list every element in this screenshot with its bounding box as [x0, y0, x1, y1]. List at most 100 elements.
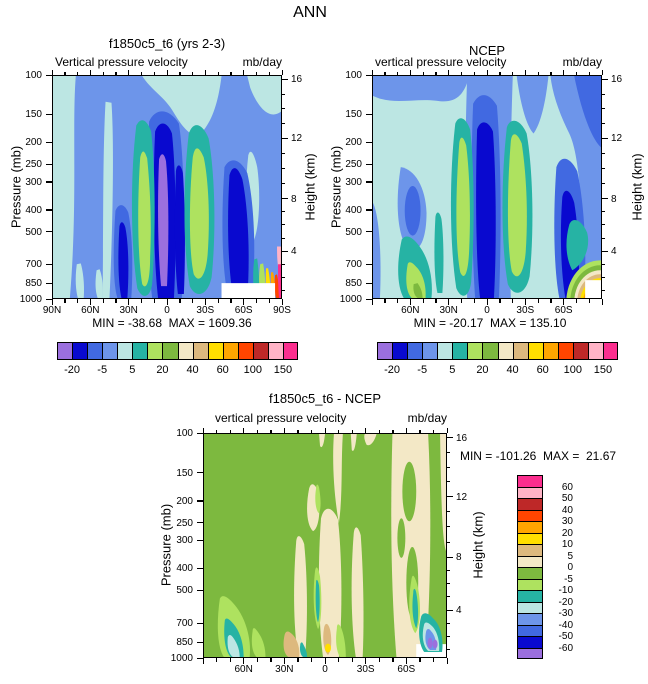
latitude-top-tick — [140, 72, 143, 75]
latitude-tick — [115, 299, 117, 303]
colorbar-tick-label: -20 — [64, 364, 81, 376]
pressure-tick — [197, 500, 203, 502]
panel1-variable-label: Vertical pressure velocity — [55, 55, 188, 69]
height-minor-tick — [602, 237, 605, 239]
latitude-top-tick — [64, 72, 66, 75]
diff-colorbar-tick-label: 60 — [561, 481, 573, 493]
latitude-top-tick — [575, 72, 578, 75]
latitude-tick — [256, 658, 259, 662]
latitude-tick — [324, 658, 326, 664]
height-tick-label: 8 — [611, 193, 617, 205]
latitude-tick — [140, 299, 143, 303]
colorbar-cell-teal — [452, 342, 469, 360]
height-minor-tick — [602, 108, 605, 110]
height-minor-tick — [282, 211, 285, 213]
latitude-top-tick — [283, 428, 286, 433]
latitude-top-tick — [115, 72, 117, 75]
height-tick — [282, 250, 288, 253]
panel3-yaxis2-label: Height (km) — [470, 511, 486, 579]
pressure-tick — [197, 567, 203, 570]
colorbar-cell-yellow — [527, 342, 544, 360]
height-minor-tick — [602, 93, 605, 95]
colorbar-cell-royal-blue — [87, 342, 104, 360]
latitude-tick-label: 60N — [234, 664, 253, 675]
latitude-top-tick — [324, 428, 326, 433]
latitude-tick — [243, 299, 245, 305]
colorbar-cell-pink — [587, 342, 604, 360]
colorbar-cell-cornflower-blue — [102, 342, 119, 360]
colorbar-cell-green — [162, 342, 179, 360]
height-tick — [602, 198, 608, 200]
pressure-tick — [197, 657, 203, 659]
pressure-tick-label: 1000 — [170, 653, 193, 664]
height-minor-tick — [447, 583, 450, 585]
height-minor-tick — [602, 183, 605, 185]
latitude-tick — [486, 299, 488, 305]
latitude-tick — [338, 658, 340, 662]
latitude-tick — [255, 299, 258, 303]
colorbar-cell-dark-blue — [72, 342, 89, 360]
latitude-top-tick — [179, 72, 181, 75]
colorbar-cell-purple — [57, 342, 74, 360]
panel3-plot-area — [203, 433, 447, 658]
latitude-tick — [446, 658, 448, 664]
pressure-tick-label: 500 — [345, 226, 362, 238]
latitude-tick-label: 60N — [81, 305, 100, 316]
latitude-top-tick — [448, 70, 450, 75]
height-minor-tick — [282, 152, 285, 154]
colorbar-cell-pale-cyan — [437, 342, 454, 360]
latitude-tick — [537, 299, 539, 303]
colorbar-cell-yellow-green — [467, 342, 484, 360]
latitude-top-tick — [601, 70, 603, 75]
latitude-tick — [204, 299, 207, 305]
pressure-tick-label: 500 — [25, 226, 42, 238]
pressure-tick — [366, 74, 372, 76]
latitude-top-tick — [446, 428, 448, 433]
latitude-tick — [378, 658, 381, 662]
latitude-tick — [243, 658, 245, 664]
latitude-tick — [64, 299, 66, 303]
height-minor-tick — [447, 526, 450, 528]
latitude-top-tick — [392, 430, 394, 433]
latitude-tick-label: 0 — [484, 305, 490, 316]
latitude-top-tick — [512, 72, 514, 75]
latitude-top-tick — [77, 72, 79, 75]
pressure-tick — [46, 74, 52, 76]
latitude-top-tick — [268, 72, 271, 75]
latitude-tick-label: 60N — [401, 305, 420, 316]
height-minor-tick — [282, 263, 285, 265]
colorbar-cell-orange — [222, 342, 239, 360]
pressure-tick-label: 700 — [345, 259, 362, 271]
latitude-tick — [384, 299, 386, 303]
latitude-tick — [365, 658, 367, 664]
latitude-tick — [268, 299, 271, 303]
diff-colorbar-tick-label: -20 — [558, 596, 573, 608]
diff-colorbar-tick-label: 40 — [561, 504, 573, 516]
latitude-tick-label: 60S — [397, 664, 416, 675]
latitude-tick-label: 30N — [439, 305, 458, 316]
latitude-top-tick — [310, 430, 313, 433]
latitude-top-tick — [243, 428, 245, 433]
height-minor-tick — [282, 93, 285, 95]
height-tick-label: 4 — [611, 246, 617, 258]
latitude-tick-label: 30S — [516, 305, 535, 316]
pressure-tick-label: 850 — [176, 637, 193, 649]
latitude-top-tick — [378, 430, 381, 433]
pressure-tick — [366, 231, 372, 233]
height-tick — [447, 437, 453, 439]
height-minor-tick — [447, 596, 450, 598]
panel3-contour-field — [204, 434, 446, 657]
latitude-tick — [297, 658, 299, 662]
panel1-contour-field — [53, 76, 281, 298]
latitude-tick-label: 0 — [322, 664, 328, 675]
colorbar-cell-cornflower-blue — [422, 342, 439, 360]
panel2-yaxis2-label: Height (km) — [629, 153, 645, 221]
pressure-tick-label: 150 — [345, 109, 362, 121]
colorbar-cell-magenta — [282, 342, 298, 360]
latitude-top-tick — [230, 72, 232, 75]
height-minor-tick — [282, 168, 285, 170]
latitude-tick — [550, 299, 552, 303]
height-tick — [282, 198, 288, 200]
pressure-tick — [197, 539, 203, 542]
